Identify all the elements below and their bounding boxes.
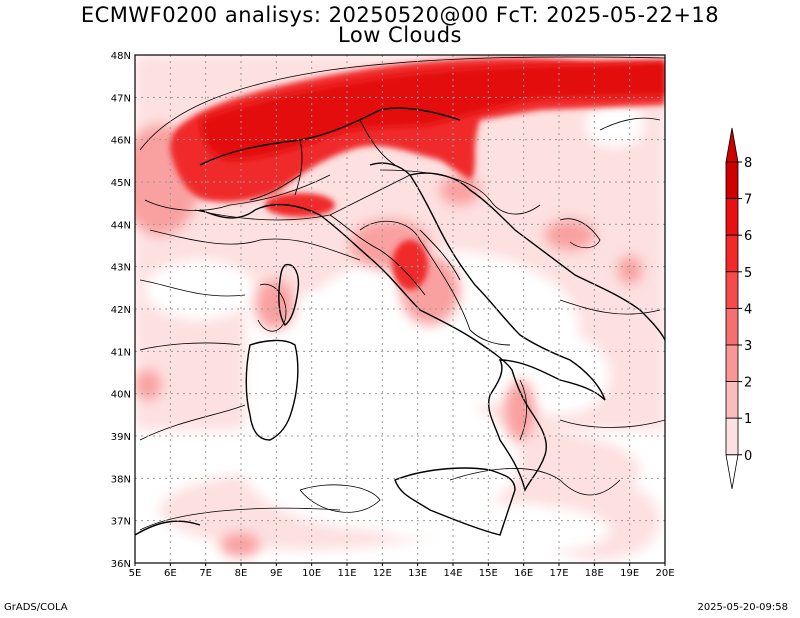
region-borders: [249, 119, 511, 346]
lon-tick-label: 19E: [620, 568, 639, 579]
colorbar-min-arrow: [725, 454, 739, 489]
lon-tick-label: 20E: [655, 568, 674, 579]
lat-tick-label: 39N: [111, 432, 131, 443]
lat-tick-label: 43N: [111, 263, 131, 274]
lon-tick-label: 17E: [549, 568, 568, 579]
colorbar-label: 1: [744, 412, 752, 427]
footer-timestamp: 2025-05-20-09:58: [697, 602, 788, 613]
lon-tick-label: 15E: [479, 568, 498, 579]
colorbar-segment: [725, 234, 739, 273]
lat-tick-label: 44N: [111, 220, 131, 231]
lat-tick-label: 46N: [111, 136, 131, 147]
colorbar-segment: [725, 307, 739, 346]
colorbar-label: 8: [744, 156, 752, 171]
lon-tick-label: 10E: [302, 568, 321, 579]
lon-axis-labels: 5E 6E 7E 8E 9E 10E 11E 12E 13E 14E 15E 16E 17E 18E 19E…: [129, 563, 675, 579]
lon-tick-label: 11E: [337, 568, 356, 579]
colorbar-label: 6: [744, 229, 752, 244]
colorbar-max-arrow: [725, 127, 739, 163]
colorbar: 8 7 6 5 4 3 2 1 0: [725, 127, 752, 489]
colorbar-segment: [725, 198, 739, 236]
lon-tick-label: 6E: [164, 568, 177, 579]
lat-tick-label: 45N: [111, 178, 131, 189]
lon-tick-label: 13E: [408, 568, 427, 579]
lon-tick-label: 5E: [129, 568, 142, 579]
colorbar-label: 0: [744, 449, 752, 464]
colorbar-segment: [725, 417, 739, 456]
lat-tick-label: 48N: [111, 51, 131, 62]
colorbar-segment: [725, 161, 739, 199]
lon-tick-label: 18E: [585, 568, 604, 579]
lat-tick-label: 36N: [111, 559, 131, 570]
map-subtitle: Low Clouds: [338, 23, 462, 47]
colorbar-label: 5: [744, 266, 752, 281]
contour-lines: [139, 56, 665, 531]
lat-tick-label: 38N: [111, 474, 131, 485]
lat-tick-label: 42N: [111, 305, 131, 316]
plot-frame: [134, 54, 666, 564]
lat-tick-label: 40N: [111, 390, 131, 401]
cloud-field: [135, 55, 665, 560]
map-figure: 5E 6E 7E 8E 9E 10E 11E 12E 13E 14E 15E 16E 17E 18E 19E…: [111, 51, 753, 579]
coastlines: [135, 107, 665, 536]
colorbar-label: 3: [744, 339, 752, 354]
colorbar-segment: [725, 344, 739, 382]
colorbar-segment: [725, 271, 739, 309]
colorbar-label: 7: [744, 193, 752, 208]
lon-tick-label: 14E: [443, 568, 462, 579]
lat-tick-label: 47N: [111, 93, 131, 104]
lon-tick-label: 9E: [270, 568, 283, 579]
grid-lines: [135, 55, 665, 563]
lon-tick-label: 8E: [235, 568, 248, 579]
colorbar-label: 2: [744, 376, 752, 391]
lat-axis-labels: 48N 47N 46N 45N 44N 43N 42N 41N 40N 39N 38N 37N 36N: [111, 51, 131, 570]
lat-tick-label: 37N: [111, 517, 131, 528]
lat-tick-label: 41N: [111, 347, 131, 358]
lon-tick-label: 7E: [199, 568, 212, 579]
map-title: ECMWF0200 analisys: 20250520@00 FcT: 202…: [80, 3, 720, 27]
lon-tick-label: 16E: [514, 568, 533, 579]
lon-tick-label: 12E: [373, 568, 392, 579]
colorbar-segment: [725, 381, 739, 419]
colorbar-label: 4: [744, 302, 752, 317]
footer-software: GrADS/COLA: [4, 602, 68, 613]
